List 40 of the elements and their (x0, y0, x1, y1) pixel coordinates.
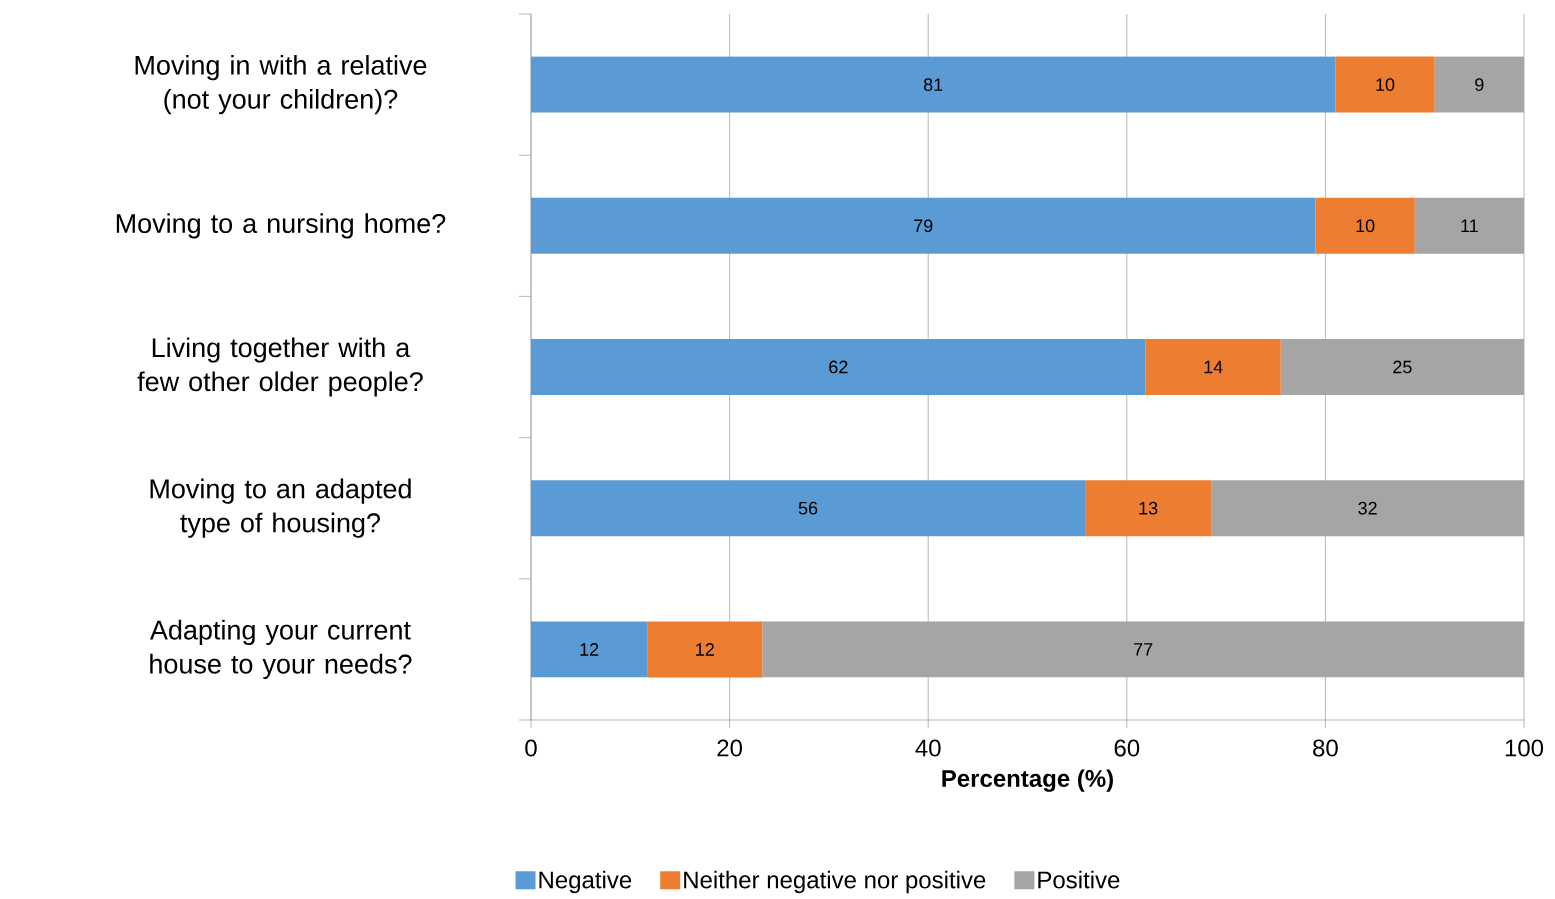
data-label: 79 (914, 219, 933, 233)
bar (531, 197, 1316, 254)
bar (531, 56, 1336, 113)
data-label: 13 (1139, 501, 1158, 515)
data-label: 11 (1461, 219, 1478, 232)
x-tick-label: 80 (1313, 739, 1338, 757)
y-tick-label: Moving to a nursing home? (116, 213, 446, 239)
data-label: 14 (1204, 360, 1223, 374)
bar (647, 621, 763, 678)
x-tick-label: 40 (915, 739, 941, 757)
data-label: 12 (696, 643, 714, 656)
bar (531, 480, 1086, 537)
bar (531, 339, 1146, 395)
x-tick-label: 0 (525, 739, 537, 757)
y-tick-label: Adapting your current house to your needs? (149, 619, 412, 679)
bar (1335, 56, 1435, 113)
bar (531, 621, 648, 678)
data-label: 32 (1358, 501, 1377, 515)
data-label: 10 (1356, 219, 1375, 233)
y-tick-label: Moving to an adapted type of housing? (150, 478, 411, 538)
bar (1315, 197, 1415, 254)
bar (1145, 339, 1281, 395)
data-label: 77 (1134, 643, 1153, 656)
data-label: 62 (829, 360, 848, 374)
y-tick-label: Moving in with a relative (not your children)? (135, 55, 427, 115)
legend-label: Negative (539, 870, 632, 894)
x-tick-label: 100 (1505, 739, 1544, 757)
data-label: 25 (1393, 360, 1412, 374)
x-tick-label: 20 (717, 739, 743, 757)
x-tick-label: 60 (1114, 739, 1140, 757)
data-label: 12 (580, 643, 599, 656)
x-axis-title: Percentage (%) (942, 769, 1113, 792)
data-label: 81 (923, 78, 943, 91)
data-label: 56 (798, 501, 818, 515)
data-label: 9 (1475, 78, 1484, 91)
legend-label: Neither negative nor positive (684, 870, 986, 894)
legend-label: Positive (1038, 870, 1120, 889)
bar (1085, 480, 1212, 537)
y-tick-label: Living together with a few other older people? (137, 337, 423, 397)
data-label: 10 (1376, 78, 1395, 91)
